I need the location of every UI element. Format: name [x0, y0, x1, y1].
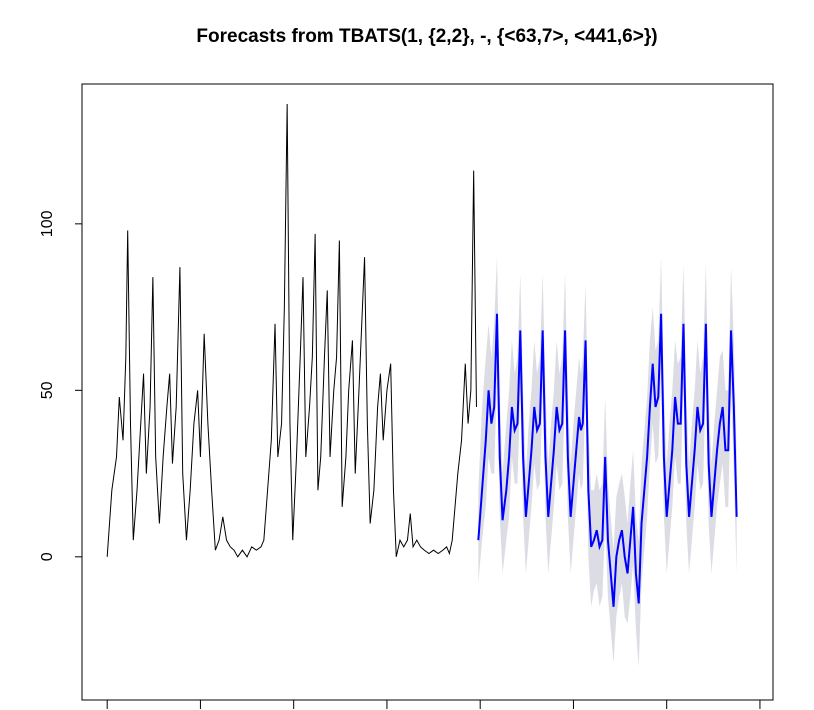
- y-tick-label: 50: [39, 381, 56, 399]
- chart-title: Forecasts from TBATS(1, {2,2}, -, {<63,7…: [196, 26, 657, 47]
- history-line: [106, 103, 477, 558]
- forecast-line: [477, 313, 738, 607]
- plot-box: [81, 83, 774, 701]
- plot-area: [106, 103, 738, 667]
- y-tick-label: 0: [39, 552, 56, 561]
- y-tick-label: 100: [39, 210, 56, 237]
